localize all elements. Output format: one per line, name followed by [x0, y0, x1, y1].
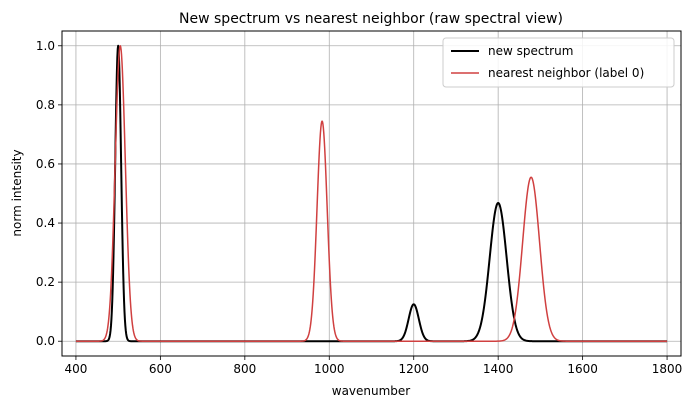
series-line-1: [75, 45, 668, 342]
y-tick-label: 0.4: [36, 216, 55, 230]
y-tick-label: 0.6: [36, 157, 55, 171]
x-tick-label: 1000: [314, 362, 345, 376]
x-tick-label: 800: [233, 362, 256, 376]
y-tick-label: 0.0: [36, 334, 55, 348]
x-tick-label: 1600: [567, 362, 598, 376]
x-tick-label: 1400: [483, 362, 514, 376]
legend-box: [442, 37, 675, 88]
y-tick-label: 0.8: [36, 98, 55, 112]
legend: new spectrum nearest neighbor (label 0): [442, 37, 675, 88]
legend-label-0: new spectrum: [488, 44, 573, 58]
series-group: [75, 44, 668, 343]
x-tick-label: 1800: [652, 362, 683, 376]
plot-area-frame: [61, 30, 682, 357]
x-tick-label: 400: [64, 362, 87, 376]
y-tick-label: 0.2: [36, 275, 55, 289]
x-tick-label: 1200: [398, 362, 429, 376]
legend-label-1: nearest neighbor (label 0): [488, 66, 644, 80]
y-axis-label: norm intensity: [10, 149, 24, 236]
x-axis-label: wavenumber: [332, 384, 411, 398]
chart-title: New spectrum vs nearest neighbor (raw sp…: [179, 11, 563, 27]
x-axis-ticks: 400 600 800 1000 1200 1400 1600 1800: [64, 356, 682, 376]
y-tick-label: 1.0: [36, 39, 55, 53]
x-tick-label: 600: [149, 362, 172, 376]
y-axis-ticks: 0.0 0.2 0.4 0.6 0.8 1.0: [36, 39, 62, 348]
